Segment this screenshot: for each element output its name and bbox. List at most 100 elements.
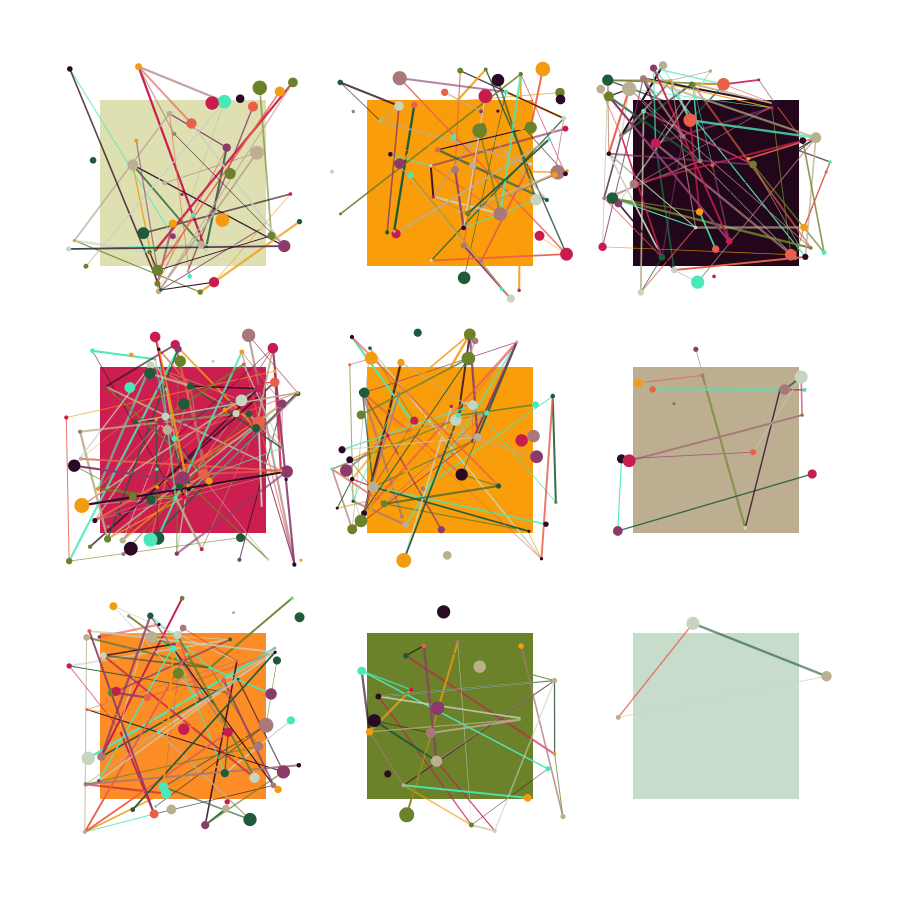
connector-line bbox=[86, 709, 229, 733]
node-dot bbox=[809, 246, 813, 250]
node-dot bbox=[158, 781, 169, 792]
node-dot bbox=[87, 629, 92, 633]
node-dot bbox=[247, 101, 259, 112]
node-dot bbox=[74, 498, 90, 514]
node-dot bbox=[174, 551, 179, 556]
node-dot bbox=[430, 701, 445, 715]
node-dot bbox=[265, 688, 277, 700]
connector-line bbox=[222, 679, 275, 786]
node-dot bbox=[222, 407, 228, 413]
node-dot bbox=[708, 69, 713, 73]
node-dot bbox=[85, 708, 89, 712]
node-dot bbox=[95, 486, 100, 492]
connector-line bbox=[804, 137, 817, 257]
connector-line bbox=[655, 106, 773, 145]
connector-line bbox=[621, 451, 754, 460]
connector-line bbox=[499, 73, 522, 215]
connector-line bbox=[405, 654, 556, 755]
connector-line bbox=[628, 88, 812, 249]
connector-line bbox=[69, 68, 162, 291]
node-dot bbox=[563, 171, 568, 177]
connector-line bbox=[203, 469, 281, 476]
node-dot bbox=[153, 357, 157, 361]
connector-line bbox=[603, 135, 623, 199]
connector-line bbox=[143, 193, 291, 235]
node-dot bbox=[104, 535, 112, 543]
node-dot bbox=[162, 424, 173, 435]
node-dot bbox=[170, 645, 177, 652]
node-dot bbox=[493, 207, 508, 221]
connector-line bbox=[66, 370, 275, 418]
connector-line bbox=[336, 478, 353, 509]
connector-line bbox=[638, 374, 703, 384]
node-dot bbox=[296, 218, 303, 225]
node-dot bbox=[119, 537, 126, 544]
node-dot bbox=[535, 61, 551, 77]
node-dot bbox=[461, 351, 476, 366]
node-dot bbox=[260, 506, 264, 510]
node-dot bbox=[465, 210, 471, 217]
connector-line bbox=[87, 647, 276, 760]
connector-line bbox=[384, 503, 530, 532]
node-dot bbox=[180, 192, 184, 197]
connector-line bbox=[372, 420, 415, 488]
connector-line bbox=[100, 615, 152, 758]
connector-line bbox=[643, 77, 773, 109]
connector-line bbox=[122, 413, 250, 555]
node-dot bbox=[550, 393, 556, 399]
connector-line bbox=[471, 824, 495, 832]
connector-line bbox=[247, 335, 296, 565]
connector-line bbox=[403, 784, 528, 799]
node-dot bbox=[269, 377, 280, 388]
node-dot bbox=[156, 729, 161, 734]
connector-line bbox=[156, 91, 281, 271]
connector-line bbox=[73, 364, 152, 467]
connector-line bbox=[392, 104, 416, 232]
connector-line bbox=[607, 88, 631, 155]
node-dot bbox=[562, 125, 569, 132]
node-dot bbox=[596, 84, 606, 94]
node-dot bbox=[266, 557, 270, 561]
node-dot bbox=[552, 752, 557, 756]
connector-line bbox=[661, 136, 684, 258]
node-dot bbox=[528, 161, 533, 167]
node-dot bbox=[236, 677, 240, 681]
connector-line bbox=[689, 120, 701, 213]
node-dot bbox=[649, 64, 658, 72]
node-dot bbox=[186, 269, 190, 273]
node-dot bbox=[179, 624, 187, 632]
connector-line bbox=[83, 653, 188, 833]
panel-7 bbox=[66, 595, 305, 835]
connector-line bbox=[454, 169, 465, 229]
node-dot bbox=[83, 634, 90, 641]
node-dot bbox=[545, 766, 551, 772]
connector-line bbox=[351, 348, 371, 530]
connector-line bbox=[69, 665, 229, 694]
node-dot bbox=[241, 328, 256, 343]
node-dot bbox=[338, 446, 346, 454]
connector-line bbox=[341, 404, 474, 451]
node-dot bbox=[384, 770, 392, 778]
node-dot bbox=[272, 656, 282, 665]
connector-line bbox=[258, 87, 273, 236]
node-dot bbox=[506, 294, 515, 303]
connector-line bbox=[173, 133, 285, 247]
node-dot bbox=[153, 248, 158, 252]
node-dot bbox=[277, 399, 287, 408]
connector-line bbox=[471, 405, 474, 442]
connector-line bbox=[670, 80, 697, 228]
connector-line bbox=[467, 138, 550, 215]
node-dot bbox=[622, 454, 636, 468]
node-dot bbox=[686, 616, 700, 630]
node-dot bbox=[455, 640, 460, 645]
node-dot bbox=[72, 238, 77, 243]
node-dot bbox=[211, 359, 215, 363]
connector-line bbox=[137, 66, 193, 125]
node-dot bbox=[402, 521, 410, 529]
node-dot bbox=[198, 468, 209, 480]
node-dot bbox=[97, 779, 101, 783]
node-dot bbox=[711, 245, 720, 253]
node-dot bbox=[710, 163, 715, 168]
connector-line bbox=[390, 123, 521, 155]
node-dot bbox=[295, 390, 300, 395]
